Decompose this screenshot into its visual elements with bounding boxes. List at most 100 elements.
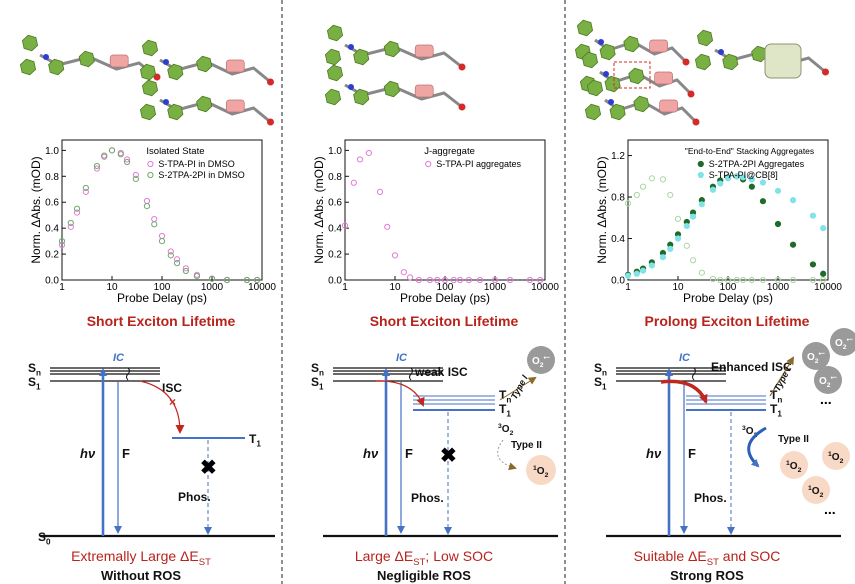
atom (718, 49, 724, 55)
summary: Without ROS (101, 568, 181, 583)
phenyl-ring (140, 104, 155, 120)
y-axis-label: Norm. ΔAbs. (mOD) (595, 156, 609, 263)
label-part: ST (707, 557, 719, 568)
data-point (810, 213, 815, 218)
y-tick-label: 0.4 (45, 224, 59, 235)
data-point (152, 222, 157, 227)
label-part: Negligible ROS (377, 568, 471, 583)
label: S0 (38, 530, 51, 547)
legend-marker (148, 172, 153, 177)
legend-marker (426, 161, 431, 166)
label: F (688, 446, 696, 461)
data-point (377, 189, 382, 194)
data-point (821, 271, 826, 276)
data-point (649, 263, 654, 268)
summary: Extremally Large ΔEST (71, 548, 211, 568)
label-part: 1 (256, 440, 261, 449)
label-part: S (28, 361, 36, 375)
label-part: 2 (840, 458, 844, 465)
label: Phos. (694, 491, 727, 505)
phenyl-ring (20, 59, 35, 75)
label-part: weak ISC (414, 365, 468, 379)
label-part: Type I (509, 373, 530, 401)
x-tick-label: 10000 (814, 282, 842, 293)
data-point (718, 181, 723, 186)
label-part: •− (831, 375, 837, 382)
summary: Negligible ROS (377, 568, 471, 583)
data-point (68, 220, 73, 225)
legend-label: S-2TPA-2PI Aggregates (709, 159, 805, 169)
caption: Short Exciton Lifetime (370, 313, 519, 329)
y-tick-label: 0.2 (45, 250, 59, 261)
label-part: Phos. (178, 490, 211, 504)
caption: Short Exciton Lifetime (87, 313, 236, 329)
label-part: •− (544, 355, 550, 362)
label: IC (679, 352, 691, 364)
label: hν (363, 446, 379, 461)
label-part: F (405, 446, 413, 461)
label-part: S (594, 375, 602, 389)
pyridinium-ring (660, 100, 678, 112)
label-part: n (777, 396, 782, 405)
legend-label: S-2TPA-2PI in DMSO (158, 170, 244, 180)
label-part: Type II (778, 434, 809, 445)
label-part: IC (396, 352, 408, 364)
label-part: Large ΔE (355, 548, 413, 564)
data-point (684, 243, 689, 248)
figure: 0.00.20.40.60.81.0110100100010000Probe D… (0, 0, 855, 584)
phenyl-ring (325, 89, 340, 105)
data-point (775, 221, 780, 226)
label-part: 2 (545, 472, 549, 479)
atom (348, 44, 354, 50)
data-point (357, 157, 362, 162)
data-point (775, 188, 780, 193)
pyridinium-ring (415, 45, 433, 57)
data-point (392, 253, 397, 258)
data-point (385, 224, 390, 229)
atom (683, 59, 690, 66)
label-part: hν (363, 446, 379, 461)
phenyl-ring (697, 30, 712, 46)
x-axis-label: Probe Delay (ps) (400, 291, 490, 305)
pyridinium-ring (226, 60, 244, 72)
label-part: Suitable ΔE (634, 548, 707, 564)
y-tick-label: 0.6 (328, 198, 342, 209)
data-point (159, 233, 164, 238)
label-part: 1 (777, 410, 782, 419)
data-point (660, 255, 665, 260)
label-part: 2 (815, 358, 819, 365)
label-part: S (28, 375, 36, 389)
pyridinium-ring (226, 100, 244, 112)
label-part: and SOC (719, 548, 780, 564)
atom (348, 84, 354, 90)
y-tick-label: 0.6 (45, 198, 59, 209)
data-point (159, 239, 164, 244)
x-tick-label: 1 (625, 282, 631, 293)
data-point (351, 180, 356, 185)
data-point (366, 150, 371, 155)
phenyl-ring (197, 96, 212, 112)
x-tick-label: 10000 (248, 282, 276, 293)
label-part: ST (413, 557, 425, 568)
atom (267, 119, 274, 126)
label: Phos. (411, 491, 444, 505)
label: IC (396, 352, 408, 364)
legend-marker (148, 161, 153, 166)
label-part: F (688, 446, 696, 461)
legend-marker (698, 161, 703, 166)
cucurbituril (765, 44, 801, 78)
label-part: •− (819, 351, 825, 358)
data-point (684, 223, 689, 228)
data-point (174, 261, 179, 266)
label-part: n (36, 369, 41, 378)
phenyl-ring (624, 36, 639, 52)
label-part: 2 (843, 344, 847, 351)
data-point (690, 214, 695, 219)
label-part: Type II (511, 440, 542, 451)
label-part: 1 (319, 383, 324, 392)
label: 3O2 (498, 423, 514, 437)
atom (822, 69, 829, 76)
label: Type II (778, 434, 809, 445)
label-part: 2 (798, 467, 802, 474)
label-part: Extremally Large ΔE (71, 548, 199, 564)
